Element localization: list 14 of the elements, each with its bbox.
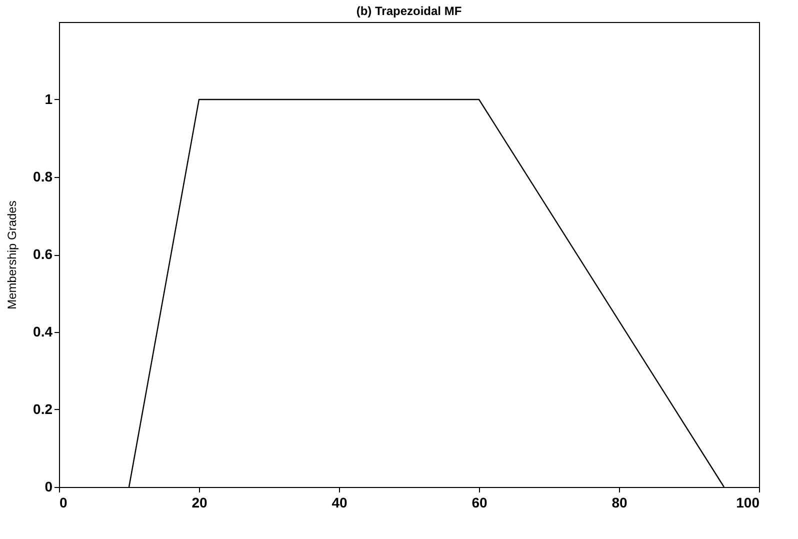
y-tick-label: 1 [44,91,53,107]
x-tick-label: 60 [472,494,488,510]
y-tick-label: 0.6 [33,246,53,262]
y-tick-label: 0.2 [33,401,53,417]
x-tick-label: 0 [60,494,68,510]
x-tick-label: 40 [332,494,348,510]
x-tick-label: 100 [736,494,760,510]
x-tick-label: 20 [192,494,208,510]
y-axis-title: Membership Grades [5,200,20,310]
y-tick-label: 0.4 [33,324,53,340]
y-tick-label: 0 [44,478,53,494]
x-tick-label: 80 [612,494,628,510]
chart-title: (b) Trapezoidal MF [356,4,462,18]
y-tick-label: 0.8 [33,168,53,184]
